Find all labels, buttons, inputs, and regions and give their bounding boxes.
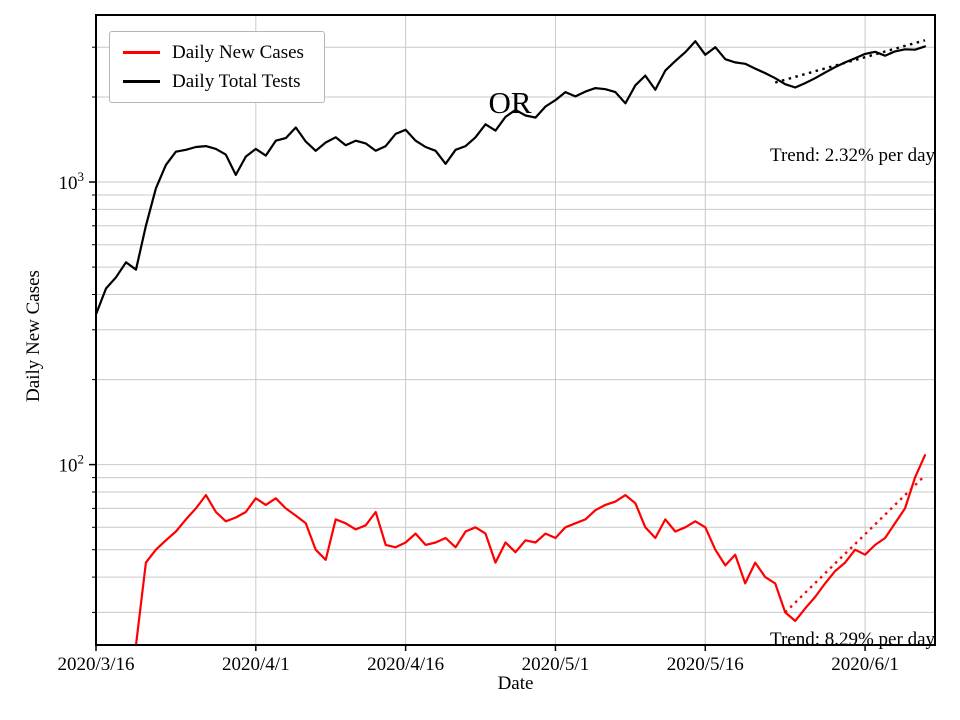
- legend-line-black-icon: [123, 80, 160, 83]
- series-line-daily-new-cases: [134, 454, 927, 647]
- x-tick-label: 2020/4/1: [222, 654, 290, 675]
- axis-ticks: 2020/3/16 2020/4/1 2020/4/16 2020/5/1 2020/5…: [57, 46, 899, 675]
- trend-annotation-cases: Trend: 8.29% per day: [770, 629, 935, 650]
- legend-label-daily-total-tests: Daily Total Tests: [172, 71, 301, 92]
- x-tick-label: 2020/6/1: [831, 654, 899, 675]
- trend-line-daily-total-tests: [774, 39, 926, 84]
- chart-title: OR: [488, 85, 532, 120]
- series: [94, 40, 927, 647]
- grid: [95, 15, 935, 645]
- series-line-daily-total-tests: [94, 40, 927, 316]
- trend-line-daily-new-cases: [784, 474, 926, 614]
- legend: Daily New Cases Daily Total Tests: [109, 31, 325, 103]
- y-axis-label: Daily New Cases: [23, 270, 44, 402]
- legend-label-daily-new-cases: Daily New Cases: [172, 42, 304, 63]
- trend-annotation-tests: Trend: 2.32% per day: [770, 145, 935, 166]
- x-tick-label: 2020/4/16: [367, 654, 444, 675]
- x-tick-label: 2020/3/16: [57, 654, 134, 675]
- x-axis-label: Date: [497, 673, 534, 694]
- x-tick-label: 2020/5/16: [667, 654, 744, 675]
- legend-item-daily-total-tests: Daily Total Tests: [123, 72, 304, 91]
- trend-lines: [774, 39, 926, 614]
- legend-line-red-icon: [123, 51, 160, 54]
- legend-item-daily-new-cases: Daily New Cases: [123, 43, 304, 62]
- y-tick-label: 102: [59, 452, 85, 477]
- y-tick-label: 103: [59, 169, 85, 194]
- x-tick-label: 2020/5/1: [522, 654, 590, 675]
